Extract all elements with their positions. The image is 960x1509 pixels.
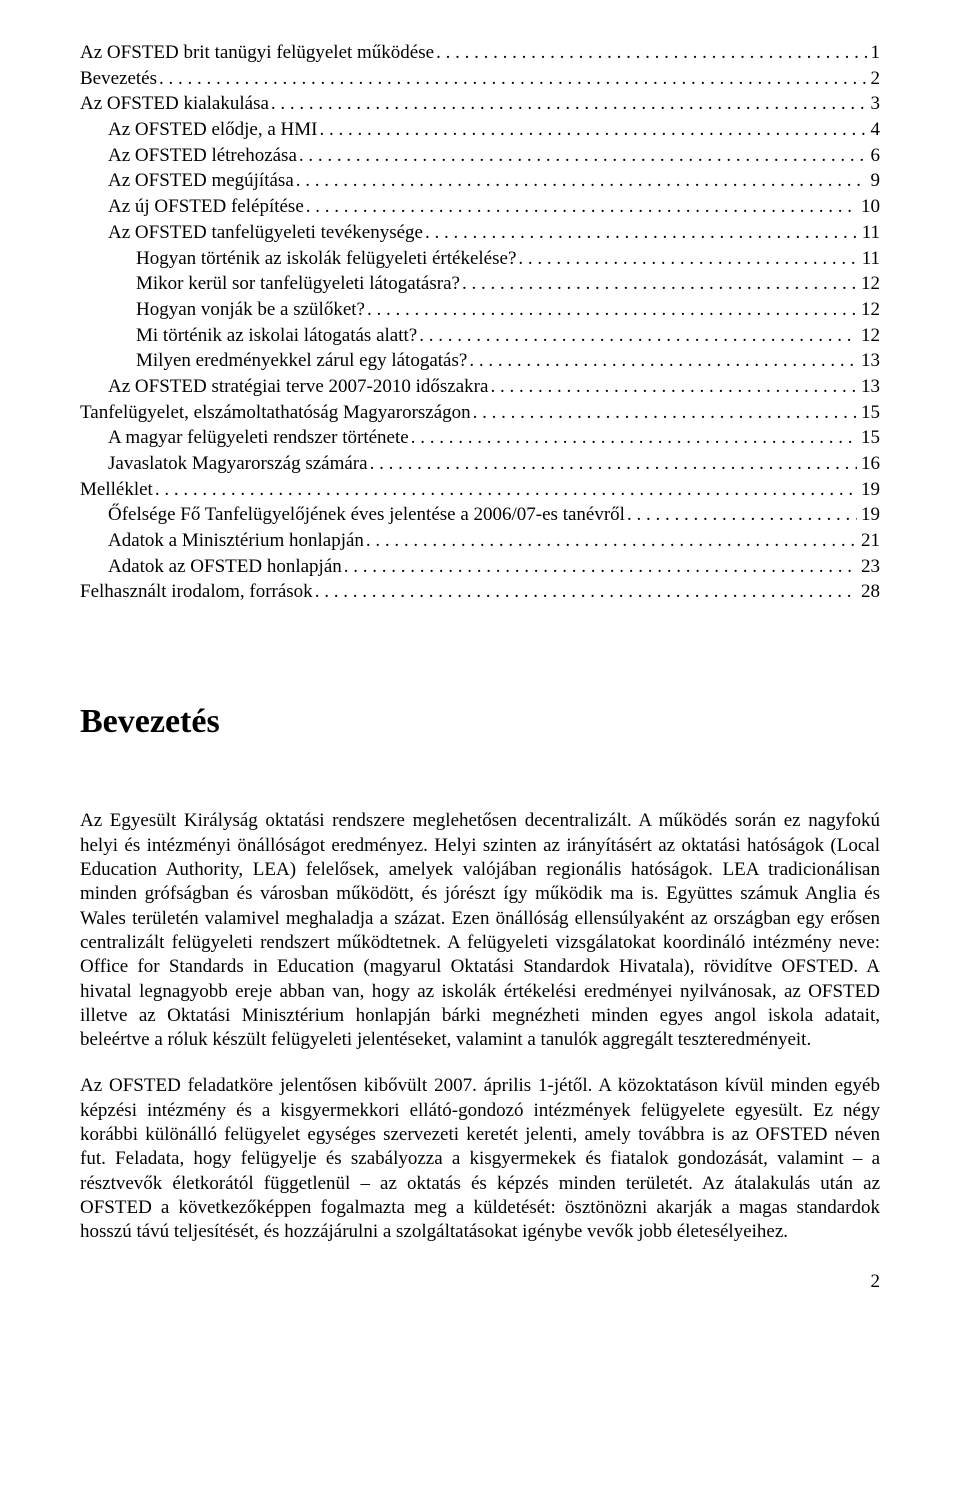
toc-leader-dots (269, 92, 867, 117)
toc-label: A magyar felügyeleti rendszer története (108, 426, 409, 451)
toc-entry: Bevezetés 2 (80, 67, 880, 92)
toc-label: Az OFSTED megújítása (108, 169, 294, 194)
body-paragraph-1: Az Egyesült Királyság oktatási rendszere… (80, 809, 880, 1052)
toc-label: Adatok az OFSTED honlapján (108, 555, 342, 580)
toc-page-number: 15 (857, 401, 880, 426)
toc-leader-dots (297, 144, 867, 169)
toc-leader-dots (409, 426, 857, 451)
toc-label: Tanfelügyelet, elszámoltathatóság Magyar… (80, 401, 471, 426)
toc-leader-dots (304, 195, 857, 220)
toc-label: Az OFSTED tanfelügyeleti tevékenysége (108, 221, 423, 246)
toc-label: Az OFSTED kialakulása (80, 92, 269, 117)
toc-leader-dots (318, 118, 867, 143)
toc-label: Az új OFSTED felépítése (108, 195, 304, 220)
toc-page-number: 12 (857, 272, 880, 297)
toc-label: Mikor kerül sor tanfelügyeleti látogatás… (136, 272, 460, 297)
toc-page-number: 11 (858, 247, 880, 272)
toc-leader-dots (471, 401, 857, 426)
toc-leader-dots (460, 272, 857, 297)
toc-entry: Az OFSTED tanfelügyeleti tevékenysége 11 (80, 221, 880, 246)
toc-page-number: 16 (857, 452, 880, 477)
toc-page-number: 28 (857, 580, 880, 605)
toc-leader-dots (313, 580, 857, 605)
toc-leader-dots (342, 555, 857, 580)
toc-entry: Az OFSTED brit tanügyi felügyelet működé… (80, 41, 880, 66)
toc-label: Hogyan történik az iskolák felügyeleti é… (136, 247, 516, 272)
toc-leader-dots (417, 324, 857, 349)
toc-page-number: 12 (857, 324, 880, 349)
toc-leader-dots (365, 298, 857, 323)
toc-entry: Milyen eredményekkel zárul egy látogatás… (80, 349, 880, 374)
toc-page-number: 13 (857, 375, 880, 400)
toc-label: Melléklet (80, 478, 153, 503)
toc-entry: Javaslatok Magyarország számára 16 (80, 452, 880, 477)
toc-label: Őfelsége Fő Tanfelügyelőjének éves jelen… (108, 503, 625, 528)
toc-entry: Az új OFSTED felépítése 10 (80, 195, 880, 220)
toc-entry: Mi történik az iskolai látogatás alatt? 1… (80, 324, 880, 349)
toc-page-number: 4 (867, 118, 881, 143)
toc-label: Adatok a Minisztérium honlapján (108, 529, 364, 554)
toc-label: Felhasznált irodalom, források (80, 580, 313, 605)
toc-leader-dots (294, 169, 867, 194)
toc-leader-dots (625, 503, 857, 528)
toc-label: Hogyan vonják be a szülőket? (136, 298, 365, 323)
toc-label: Bevezetés (80, 67, 157, 92)
toc-page-number: 9 (867, 169, 881, 194)
toc-leader-dots (516, 247, 857, 272)
toc-page-number: 21 (857, 529, 880, 554)
toc-page-number: 10 (857, 195, 880, 220)
toc-page-number: 11 (858, 221, 880, 246)
toc-entry: Hogyan történik az iskolák felügyeleti é… (80, 247, 880, 272)
toc-leader-dots (423, 221, 858, 246)
toc-leader-dots (364, 529, 857, 554)
toc-entry: Az OFSTED kialakulása 3 (80, 92, 880, 117)
toc-label: Javaslatok Magyarország számára (108, 452, 368, 477)
toc-entry: Az OFSTED létrehozása 6 (80, 144, 880, 169)
toc-entry: Az OFSTED megújítása 9 (80, 169, 880, 194)
toc-leader-dots (153, 478, 857, 503)
toc-entry: Felhasznált irodalom, források 28 (80, 580, 880, 605)
toc-entry: Őfelsége Fő Tanfelügyelőjének éves jelen… (80, 503, 880, 528)
toc-label: Az OFSTED brit tanügyi felügyelet működé… (80, 41, 434, 66)
toc-page-number: 3 (867, 92, 881, 117)
toc-page-number: 19 (857, 503, 880, 528)
toc-leader-dots (368, 452, 857, 477)
toc-page-number: 23 (857, 555, 880, 580)
toc-leader-dots (434, 41, 866, 66)
toc-page-number: 15 (857, 426, 880, 451)
toc-entry: Tanfelügyelet, elszámoltathatóság Magyar… (80, 401, 880, 426)
toc-entry: Adatok a Minisztérium honlapján 21 (80, 529, 880, 554)
toc-leader-dots (467, 349, 857, 374)
toc-page-number: 2 (867, 67, 881, 92)
toc-entry: A magyar felügyeleti rendszer története 1… (80, 426, 880, 451)
toc-page-number: 13 (857, 349, 880, 374)
toc-page-number: 19 (857, 478, 880, 503)
page-number: 2 (80, 1270, 880, 1295)
toc-leader-dots (157, 67, 866, 92)
toc-entry: Az OFSTED stratégiai terve 2007-2010 idő… (80, 375, 880, 400)
toc-entry: Mikor kerül sor tanfelügyeleti látogatás… (80, 272, 880, 297)
toc-page-number: 1 (867, 41, 881, 66)
toc-page-number: 12 (857, 298, 880, 323)
toc-label: Az OFSTED stratégiai terve 2007-2010 idő… (108, 375, 488, 400)
toc-label: Mi történik az iskolai látogatás alatt? (136, 324, 417, 349)
toc-label: Az OFSTED létrehozása (108, 144, 297, 169)
toc-page-number: 6 (867, 144, 881, 169)
toc-entry: Melléklet 19 (80, 478, 880, 503)
toc-label: Milyen eredményekkel zárul egy látogatás… (136, 349, 467, 374)
body-paragraph-2: Az OFSTED feladatköre jelentősen kibővül… (80, 1074, 880, 1244)
toc-label: Az OFSTED elődje, a HMI (108, 118, 318, 143)
table-of-contents: Az OFSTED brit tanügyi felügyelet működé… (80, 41, 880, 605)
toc-entry: Adatok az OFSTED honlapján 23 (80, 555, 880, 580)
toc-entry: Az OFSTED elődje, a HMI 4 (80, 118, 880, 143)
toc-entry: Hogyan vonják be a szülőket? 12 (80, 298, 880, 323)
toc-leader-dots (488, 375, 857, 400)
section-heading: Bevezetés (80, 700, 880, 744)
